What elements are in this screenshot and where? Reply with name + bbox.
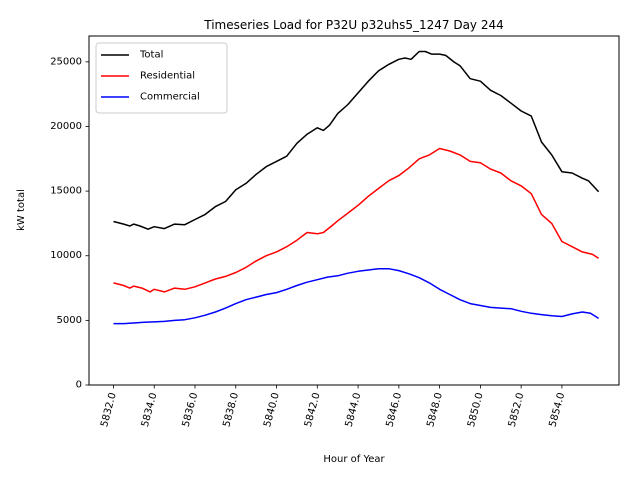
y-tick-label: 20000 <box>50 121 82 132</box>
legend-label-commercial: Commercial <box>140 92 200 103</box>
y-axis: 0 5000 10000 15000 20000 25000 <box>50 56 89 391</box>
legend: Total Residential Commercial <box>95 42 228 114</box>
y-tick-label: 10000 <box>50 250 82 261</box>
x-axis-label: Hour of Year <box>323 454 385 465</box>
y-tick-label: 15000 <box>50 186 82 197</box>
series-line-total <box>113 50 600 230</box>
y-axis-label: kW total <box>16 189 27 231</box>
legend-label-residential: Residential <box>140 71 195 82</box>
legend-box <box>95 42 228 114</box>
series-line-commercial <box>113 267 599 325</box>
series-layer <box>113 50 600 325</box>
y-tick-label: 0 <box>76 380 82 391</box>
legend-label-total: Total <box>139 50 163 61</box>
axes-frame <box>88 35 620 386</box>
series-line-residential <box>113 147 600 293</box>
y-tick-label: 5000 <box>57 315 82 326</box>
chart-title: Timeseries Load for P32U p32uhs5_1247 Da… <box>203 18 504 32</box>
y-tick-label: 25000 <box>50 56 82 67</box>
